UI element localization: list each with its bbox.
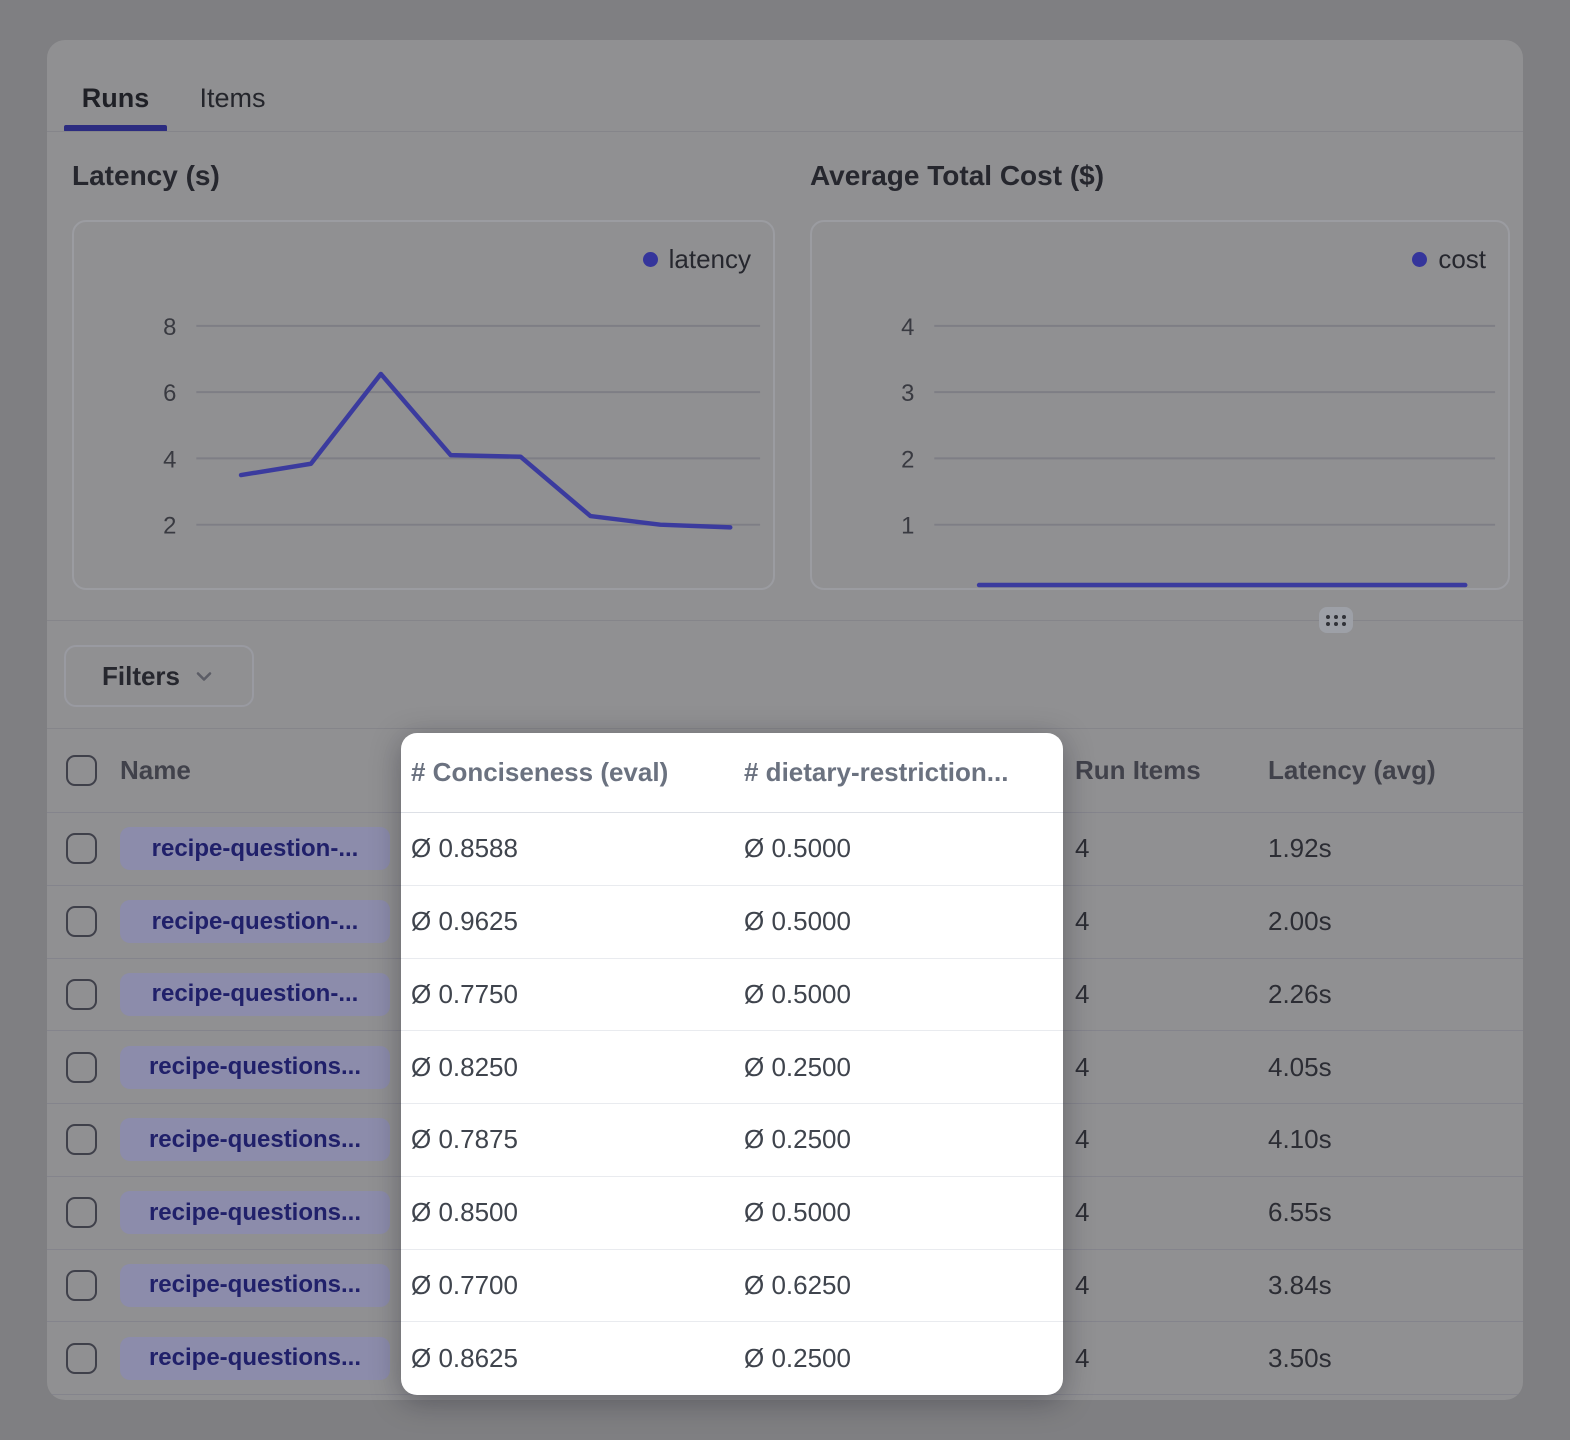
run-name-badge[interactable]: recipe-questions...: [120, 1046, 390, 1089]
run-items-cell: 4: [1075, 813, 1225, 885]
run-items-cell: 4: [1075, 1104, 1225, 1176]
conciseness-cell: Ø 0.7700: [411, 1250, 741, 1322]
highlighted-columns-panel: # Conciseness (eval) # dietary-restricti…: [401, 733, 1063, 1395]
latency-chart-svg: 8 6 4 2: [74, 222, 773, 588]
spotlight-row: Ø 0.9625Ø 0.5000: [401, 886, 1063, 959]
run-name-badge[interactable]: recipe-questions...: [120, 1191, 390, 1234]
latency-avg-cell: 3.84s: [1268, 1250, 1488, 1322]
y-tick-label: 8: [163, 314, 176, 341]
spotlight-header-row: # Conciseness (eval) # dietary-restricti…: [401, 733, 1063, 813]
latency-legend-dot-icon: [643, 252, 658, 267]
tab-items-label: Items: [199, 83, 265, 114]
tab-runs-label: Runs: [82, 83, 150, 114]
y-tick-label: 1: [901, 513, 914, 540]
spotlight-body: Ø 0.8588Ø 0.5000Ø 0.9625Ø 0.5000Ø 0.7750…: [401, 813, 1063, 1395]
y-tick-label: 4: [163, 446, 176, 473]
dietary-cell: Ø 0.6250: [744, 1250, 1054, 1322]
conciseness-cell: Ø 0.8625: [411, 1322, 741, 1395]
row-checkbox[interactable]: [66, 1343, 97, 1374]
cost-legend: cost: [1412, 244, 1486, 275]
column-header-latency-avg: Latency (avg): [1268, 729, 1488, 812]
y-tick-label: 2: [163, 513, 176, 540]
conciseness-cell: Ø 0.7750: [411, 959, 741, 1031]
conciseness-cell: Ø 0.8250: [411, 1031, 741, 1103]
row-checkbox[interactable]: [66, 1197, 97, 1228]
cost-chart: 4 3 2 1 cost: [810, 220, 1510, 590]
column-header-name: Name: [120, 729, 400, 812]
column-header-run-items: Run Items: [1075, 729, 1225, 812]
latency-legend-label: latency: [669, 244, 751, 275]
dietary-cell: Ø 0.2500: [744, 1104, 1054, 1176]
latency-chart-title: Latency (s): [72, 160, 220, 192]
latency-legend: latency: [643, 244, 751, 275]
spotlight-row: Ø 0.7750Ø 0.5000: [401, 959, 1063, 1032]
dietary-cell: Ø 0.2500: [744, 1031, 1054, 1103]
run-items-cell: 4: [1075, 886, 1225, 958]
conciseness-cell: Ø 0.9625: [411, 886, 741, 958]
column-header-conciseness: # Conciseness (eval): [411, 733, 741, 812]
charts-table-divider: [47, 620, 1523, 621]
dietary-cell: Ø 0.2500: [744, 1322, 1054, 1395]
run-items-cell: 4: [1075, 1031, 1225, 1103]
tabbar-divider: [47, 131, 1523, 132]
latency-chart: 8 6 4 2 latency: [72, 220, 775, 590]
row-checkbox[interactable]: [66, 1124, 97, 1155]
cost-chart-title: Average Total Cost ($): [810, 160, 1104, 192]
run-items-cell: 4: [1075, 1322, 1225, 1394]
spotlight-row: Ø 0.8250Ø 0.2500: [401, 1031, 1063, 1104]
panel-resize-handle[interactable]: [1319, 607, 1353, 633]
spotlight-row: Ø 0.7700Ø 0.6250: [401, 1250, 1063, 1323]
row-checkbox[interactable]: [66, 1270, 97, 1301]
y-tick-label: 2: [901, 446, 914, 473]
conciseness-cell: Ø 0.8500: [411, 1177, 741, 1249]
y-tick-label: 4: [901, 314, 914, 341]
row-checkbox[interactable]: [66, 906, 97, 937]
spotlight-row: Ø 0.8588Ø 0.5000: [401, 813, 1063, 886]
cost-legend-dot-icon: [1412, 252, 1427, 267]
spotlight-row: Ø 0.7875Ø 0.2500: [401, 1104, 1063, 1177]
conciseness-cell: Ø 0.8588: [411, 813, 741, 885]
latency-avg-cell: 6.55s: [1268, 1177, 1488, 1249]
conciseness-cell: Ø 0.7875: [411, 1104, 741, 1176]
chevron-down-icon: [192, 664, 216, 688]
run-name-badge[interactable]: recipe-questions...: [120, 1337, 390, 1380]
latency-avg-cell: 4.05s: [1268, 1031, 1488, 1103]
y-tick-label: 6: [163, 380, 176, 407]
dietary-cell: Ø 0.5000: [744, 813, 1054, 885]
latency-avg-cell: 4.10s: [1268, 1104, 1488, 1176]
tab-items[interactable]: Items: [185, 70, 280, 126]
tab-bar: Runs Items: [64, 70, 280, 130]
filters-button[interactable]: Filters: [64, 645, 254, 707]
latency-line: [241, 374, 730, 527]
dietary-cell: Ø 0.5000: [744, 959, 1054, 1031]
dietary-cell: Ø 0.5000: [744, 886, 1054, 958]
row-checkbox[interactable]: [66, 833, 97, 864]
spotlight-row: Ø 0.8625Ø 0.2500: [401, 1322, 1063, 1395]
latency-avg-cell: 1.92s: [1268, 813, 1488, 885]
run-name-badge[interactable]: recipe-question-...: [120, 900, 390, 943]
run-name-badge[interactable]: recipe-question-...: [120, 973, 390, 1016]
dietary-cell: Ø 0.5000: [744, 1177, 1054, 1249]
spotlight-row: Ø 0.8500Ø 0.5000: [401, 1177, 1063, 1250]
y-tick-label: 3: [901, 380, 914, 407]
filters-button-label: Filters: [102, 661, 180, 692]
cost-legend-label: cost: [1438, 244, 1486, 275]
run-name-badge[interactable]: recipe-questions...: [120, 1118, 390, 1161]
column-header-dietary: # dietary-restriction...: [744, 733, 1054, 812]
select-all-checkbox[interactable]: [66, 755, 97, 786]
run-items-cell: 4: [1075, 1250, 1225, 1322]
latency-avg-cell: 3.50s: [1268, 1322, 1488, 1394]
tab-runs[interactable]: Runs: [64, 70, 167, 126]
latency-avg-cell: 2.26s: [1268, 959, 1488, 1031]
latency-avg-cell: 2.00s: [1268, 886, 1488, 958]
drag-handle-icon: [1326, 615, 1346, 626]
run-name-badge[interactable]: recipe-questions...: [120, 1264, 390, 1307]
row-checkbox[interactable]: [66, 1052, 97, 1083]
run-items-cell: 4: [1075, 1177, 1225, 1249]
run-name-badge[interactable]: recipe-question-...: [120, 827, 390, 870]
run-items-cell: 4: [1075, 959, 1225, 1031]
cost-chart-svg: 4 3 2 1: [812, 222, 1508, 588]
row-checkbox[interactable]: [66, 979, 97, 1010]
